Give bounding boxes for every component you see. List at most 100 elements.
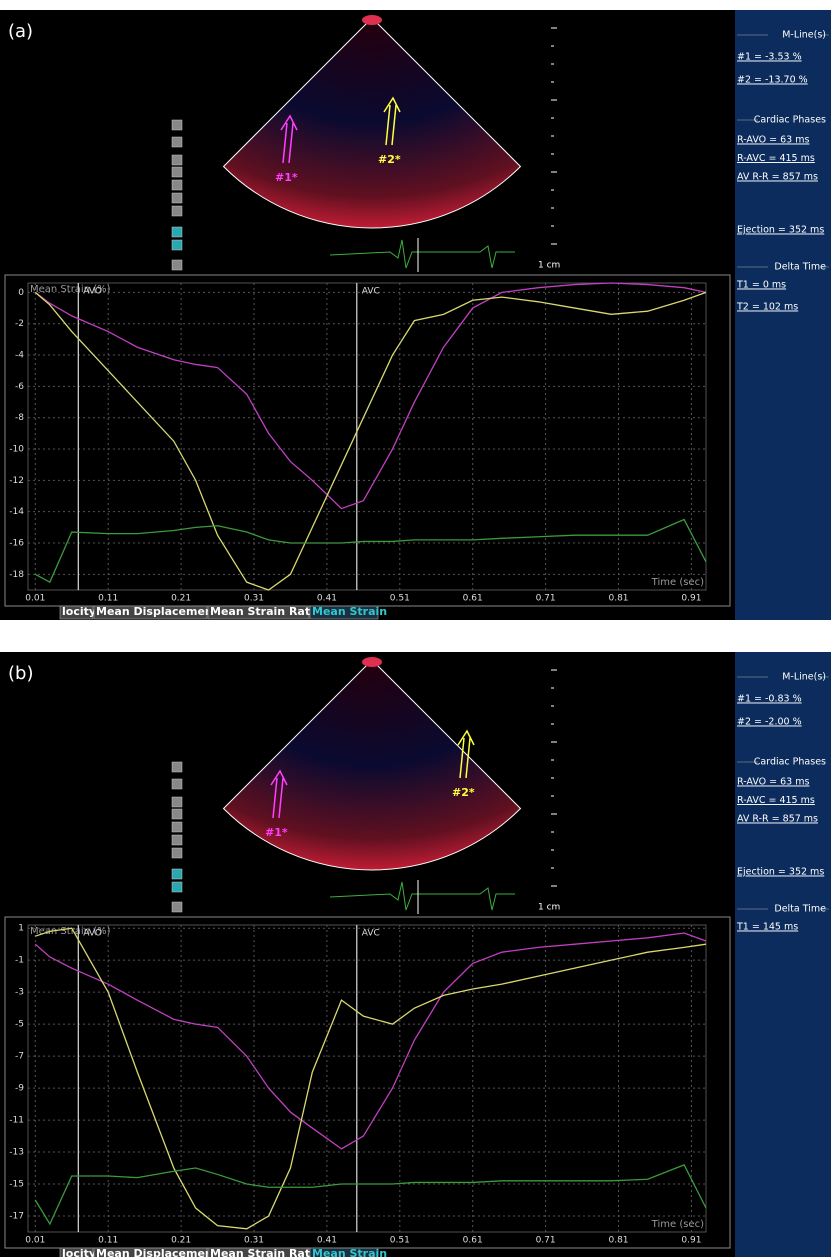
- sidebar: [735, 10, 831, 620]
- x-tick-label: 0.71: [536, 1236, 556, 1246]
- y-tick-label: -6: [15, 382, 24, 392]
- probe-mark: [362, 15, 382, 25]
- event-label: AVO: [83, 929, 102, 939]
- x-tick-label: 0.91: [681, 594, 701, 604]
- tool-icon: [172, 835, 182, 845]
- y-tick-label: -9: [15, 1084, 24, 1094]
- y-tick-label: -3: [15, 988, 24, 998]
- y-tick-label: -13: [9, 1148, 24, 1158]
- tool-icon: [172, 206, 182, 216]
- x-tick-label: 0.71: [536, 594, 556, 604]
- x-tick-label: 0.61: [463, 1236, 483, 1246]
- phase-value: AV R-R = 857 ms: [737, 172, 818, 183]
- x-tick-label: 0.41: [317, 594, 337, 604]
- y-tick-label: 1: [18, 924, 24, 934]
- sidebar-heading: Cardiac Phases: [754, 115, 826, 126]
- scale-label: 1 cm: [538, 261, 560, 271]
- x-tick-label: 0.21: [171, 594, 191, 604]
- scale-label: 1 cm: [538, 903, 560, 913]
- tab-label[interactable]: Mean Strain: [312, 605, 387, 618]
- mline-value: #1 = -3.53 %: [737, 52, 802, 63]
- x-tick-label: 0.91: [681, 1236, 701, 1246]
- tool-icon: [172, 797, 182, 807]
- tool-icon: [172, 882, 182, 892]
- mline-value: #1 = -0.83 %: [737, 694, 802, 705]
- x-tick-label: 0.51: [390, 1236, 410, 1246]
- tool-icon: [172, 809, 182, 819]
- x-tick-label: 0.01: [25, 594, 45, 604]
- event-label: AVC: [362, 929, 380, 939]
- x-axis-label: Time (sec): [651, 577, 704, 588]
- mline-value: #2 = -2.00 %: [737, 717, 802, 728]
- ejection-value: Ejection = 352 ms: [737, 225, 824, 236]
- y-tick-label: -14: [9, 507, 24, 517]
- chart-frame: [5, 917, 730, 1248]
- x-tick-label: 0.01: [25, 1236, 45, 1246]
- tool-icon: [172, 848, 182, 858]
- sidebar-heading: Cardiac Phases: [754, 757, 826, 768]
- event-label: AVO: [83, 287, 102, 297]
- image-label: #1*: [275, 171, 298, 184]
- tool-icon: [172, 869, 182, 879]
- tool-icon: [172, 779, 182, 789]
- phase-value: AV R-R = 857 ms: [737, 814, 818, 825]
- y-tick-label: -16: [9, 539, 24, 549]
- x-tick-label: 0.81: [608, 594, 628, 604]
- x-tick-label: 0.61: [463, 594, 483, 604]
- tool-icon: [172, 227, 182, 237]
- x-tick-label: 0.51: [390, 594, 410, 604]
- tool-icon: [172, 902, 182, 912]
- chart-frame: [5, 275, 730, 606]
- y-tick-label: -15: [9, 1180, 24, 1190]
- tool-icon: [172, 167, 182, 177]
- y-tick-label: -5: [15, 1020, 24, 1030]
- figure: (a)#1*#2*1 cmM-Line(s)#1 = -3.53 %#2 = -…: [0, 0, 831, 1257]
- image-label: #2*: [452, 786, 475, 799]
- sidebar-heading: M-Line(s): [782, 672, 826, 683]
- x-tick-label: 0.31: [244, 1236, 264, 1246]
- mline-value: #2 = -13.70 %: [737, 75, 808, 86]
- tab-label[interactable]: locity: [62, 605, 96, 618]
- y-tick-label: -7: [15, 1052, 24, 1062]
- phase-value: R-AVC = 415 ms: [737, 153, 815, 164]
- y-tick-label: -10: [9, 445, 24, 455]
- image-label: #2*: [378, 153, 401, 166]
- y-tick-label: -1: [15, 956, 24, 966]
- phase-value: R-AVC = 415 ms: [737, 795, 815, 806]
- sidebar: [735, 652, 831, 1257]
- probe-mark: [362, 657, 382, 667]
- tool-icon: [172, 193, 182, 203]
- tool-icon: [172, 822, 182, 832]
- tool-icon: [172, 762, 182, 772]
- tool-icon: [172, 120, 182, 130]
- x-axis-label: Time (sec): [651, 1219, 704, 1230]
- delta-value: T1 = 0 ms: [736, 280, 786, 291]
- phase-value: R-AVO = 63 ms: [737, 135, 809, 146]
- tool-icon: [172, 137, 182, 147]
- x-tick-label: 0.21: [171, 1236, 191, 1246]
- x-tick-label: 0.11: [98, 1236, 118, 1246]
- delta-value: T2 = 102 ms: [736, 302, 798, 313]
- tool-icon: [172, 240, 182, 250]
- sidebar-heading: Delta Time: [774, 904, 826, 915]
- phase-value: R-AVO = 63 ms: [737, 777, 809, 788]
- x-tick-label: 0.31: [244, 594, 264, 604]
- delta-value: T1 = 145 ms: [736, 922, 798, 933]
- y-tick-label: -4: [15, 351, 24, 361]
- tab-label[interactable]: Mean Displacement: [96, 605, 218, 618]
- x-tick-label: 0.81: [608, 1236, 628, 1246]
- sidebar-heading: Delta Time: [774, 262, 826, 273]
- y-tick-label: -8: [15, 413, 24, 423]
- x-tick-label: 0.11: [98, 594, 118, 604]
- ejection-value: Ejection = 352 ms: [737, 867, 824, 878]
- y-tick-label: -2: [15, 319, 24, 329]
- panel-label: (b): [8, 663, 33, 684]
- page: {"panels": [ {"label": "(a)", "image_lab…: [0, 0, 831, 1257]
- sidebar-heading: M-Line(s): [782, 30, 826, 41]
- y-tick-label: -18: [9, 570, 24, 580]
- y-tick-label: -17: [9, 1212, 24, 1222]
- tool-icon: [172, 180, 182, 190]
- y-tick-label: -11: [9, 1116, 24, 1126]
- tool-icon: [172, 155, 182, 165]
- tab-label[interactable]: Mean Strain Rate: [210, 605, 318, 618]
